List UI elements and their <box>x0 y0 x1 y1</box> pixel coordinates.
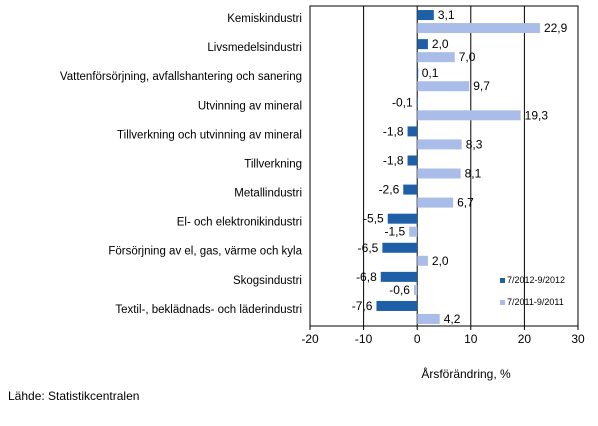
value-label-s1-2: 0,1 <box>422 66 439 80</box>
value-label-s1-8: -6,5 <box>358 241 379 255</box>
value-label-s2-2: 9,7 <box>473 79 490 93</box>
legend-label-2: 7/2011-9/2011 <box>507 297 564 307</box>
plot-frame <box>309 5 579 327</box>
x-axis-label: Årsförändring, % <box>421 366 511 381</box>
legend-label-1: 7/2012-9/2012 <box>507 275 565 285</box>
value-label-s1-4: -1,8 <box>383 124 404 138</box>
value-label-s1-3: -0,1 <box>392 95 413 109</box>
bar-s1-5 <box>407 155 418 166</box>
bar-s1-2 <box>417 68 419 79</box>
bar-s2-7 <box>409 226 418 237</box>
legend-swatch-2 <box>500 300 505 305</box>
bar-s1-3 <box>416 97 418 108</box>
category-label-9: Skogsindustri <box>233 275 302 287</box>
category-label-3: Utvinning av mineral <box>198 100 302 112</box>
value-label-s1-0: 3,1 <box>438 8 455 22</box>
category-label-10: Textil-, beklädnads- och läderindustri <box>115 304 302 316</box>
value-label-s2-8: 2,0 <box>432 254 449 268</box>
bar-s1-6 <box>403 184 418 195</box>
value-label-s1-6: -2,6 <box>379 183 400 197</box>
category-label-0: Kemiskindustri <box>227 13 302 25</box>
value-label-s1-9: -6,8 <box>356 270 377 284</box>
value-label-s2-0: 22,9 <box>544 21 568 35</box>
bar-s2-6 <box>417 197 454 208</box>
value-label-s1-1: 2,0 <box>432 37 449 51</box>
value-label-s2-3: 19,3 <box>525 108 549 122</box>
category-label-7: El- och elektronikindustri <box>177 217 302 229</box>
bar-s2-1 <box>417 52 455 63</box>
bar-s2-9 <box>413 284 418 295</box>
bar-s2-4 <box>417 139 462 150</box>
x-tick-label-2: 0 <box>414 332 421 346</box>
category-label-8: Försörjning av el, gas, värme och kyla <box>108 246 302 258</box>
bar-s1-1 <box>417 39 428 50</box>
category-label-1: Livsmedelsindustri <box>207 42 302 54</box>
value-label-s2-1: 7,0 <box>459 50 476 64</box>
source-note: Lähde: Statistikcentralen <box>8 389 140 403</box>
bar-s1-7 <box>387 213 418 224</box>
legend-swatch-1 <box>500 278 505 283</box>
value-label-s1-7: -5,5 <box>363 212 384 226</box>
x-tick-label-0: -20 <box>301 332 319 346</box>
bar-s2-0 <box>417 23 540 34</box>
x-tick-label-3: 10 <box>464 332 478 346</box>
value-label-s1-10: -7,6 <box>352 299 373 313</box>
value-label-s1-5: -1,8 <box>383 154 404 168</box>
value-label-s2-4: 8,3 <box>466 137 483 151</box>
value-label-s2-9: -0,6 <box>389 283 410 297</box>
value-label-s2-10: 4,2 <box>444 312 461 326</box>
value-label-s2-7: -1,5 <box>384 225 405 239</box>
bar-s1-0 <box>417 10 434 21</box>
value-label-s2-6: 6,7 <box>457 196 474 210</box>
bar-s2-8 <box>417 255 428 266</box>
bar-s1-10 <box>376 300 418 311</box>
bar-s2-5 <box>417 168 461 179</box>
x-tick-label-4: 20 <box>518 332 532 346</box>
value-label-s2-5: 8,1 <box>465 167 482 181</box>
category-label-2: Vattenförsörjning, avfallshantering och … <box>60 71 302 83</box>
bar-s1-4 <box>407 126 418 137</box>
x-tick-label-5: 30 <box>571 332 585 346</box>
bar-s1-8 <box>382 242 418 253</box>
bar-s2-3 <box>417 110 521 121</box>
bar-s1-9 <box>380 271 418 282</box>
category-label-4: Tillverkning och utvinning av mineral <box>117 129 302 141</box>
x-tick-label-1: -10 <box>355 332 373 346</box>
bar-s2-2 <box>417 81 470 92</box>
category-label-5: Tillverkning <box>244 158 302 170</box>
bar-s2-10 <box>417 313 440 324</box>
category-label-6: Metallindustri <box>234 188 302 200</box>
